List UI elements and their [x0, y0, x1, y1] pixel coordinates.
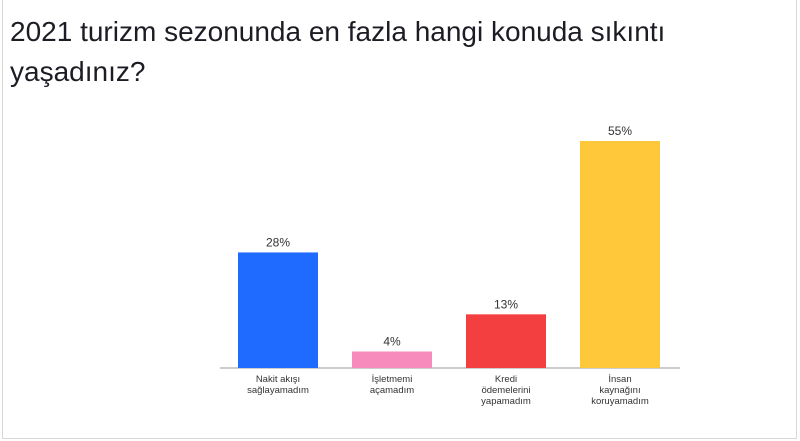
category-label-4-line-3: koruyamadım	[591, 396, 649, 407]
data-label-3: 13%	[494, 297, 518, 311]
category-label-4-line-2: kaynağını	[599, 385, 640, 396]
category-label-1-line-2: sağlayamadım	[247, 385, 309, 396]
category-label-3-line-2: ödemelerini	[481, 385, 530, 396]
data-label-1: 28%	[266, 235, 290, 249]
chart-title: 2021 turizm sezonunda en fazla hangi kon…	[10, 16, 666, 87]
category-label-2-line-2: açamadım	[370, 385, 414, 396]
bar-2	[352, 351, 432, 368]
bar-3	[466, 314, 546, 368]
category-label-3-line-3: yapamadım	[481, 396, 531, 407]
bar-1	[238, 252, 318, 368]
category-label-1-line-1: Nakit akışı	[256, 374, 300, 385]
category-label-3-line-1: Kredi	[495, 374, 517, 385]
bar-4	[580, 141, 660, 368]
category-label-4-line-1: İnsan	[608, 374, 631, 385]
data-label-4: 55%	[608, 124, 632, 138]
category-label-2-line-1: İşletmemi	[372, 374, 413, 385]
data-label-2: 4%	[383, 334, 401, 348]
